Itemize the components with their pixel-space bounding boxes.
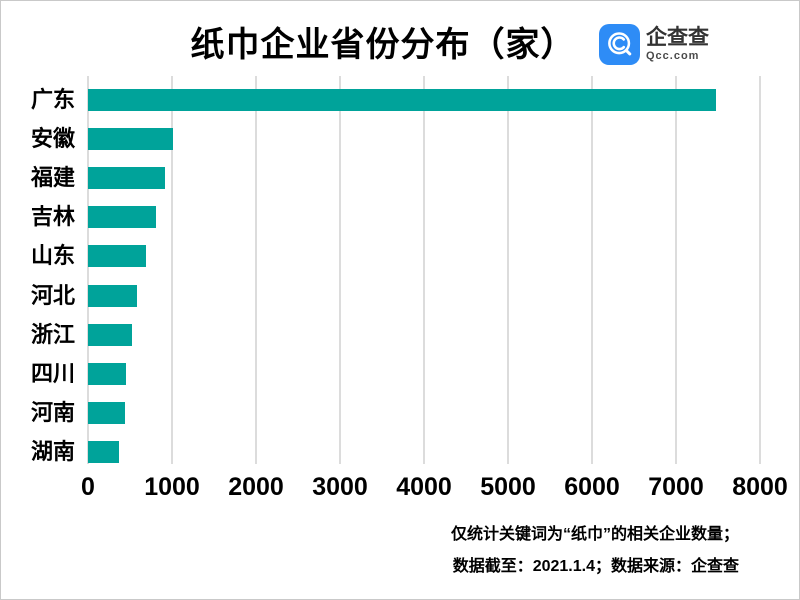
category-label-福建: 福建 bbox=[31, 165, 76, 191]
x-axis-tick-5000: 5000 bbox=[480, 473, 536, 501]
gridline-8000 bbox=[759, 76, 761, 464]
qcc-logo-text: 企查查 Qcc.com bbox=[646, 27, 709, 62]
category-label-湖南: 湖南 bbox=[31, 438, 76, 464]
category-label-四川: 四川 bbox=[31, 360, 76, 386]
bar-广东 bbox=[88, 89, 716, 111]
footnote-line-2: 数据截至：2021.1.4；数据来源：企查查 bbox=[452, 558, 739, 575]
gridline-1000 bbox=[171, 76, 173, 464]
chart-title: 纸巾企业省份分布（家） bbox=[190, 26, 576, 64]
category-label-安徽: 安徽 bbox=[31, 126, 76, 152]
qcc-logo: 企查查 Qcc.com bbox=[599, 24, 709, 65]
chart-footnote: 仅统计关键词为“纸巾”的相关企业数量； 数据截至：2021.1.4；数据来源：企… bbox=[451, 519, 739, 583]
x-axis-tick-8000: 8000 bbox=[732, 473, 788, 501]
bar-浙江 bbox=[88, 323, 132, 346]
spiral-magnifier-icon bbox=[607, 31, 631, 55]
category-label-山东: 山东 bbox=[31, 243, 76, 269]
x-axis-tick-0: 0 bbox=[81, 473, 95, 501]
gridline-3000 bbox=[339, 76, 341, 464]
gridline-6000 bbox=[591, 76, 593, 464]
gridline-7000 bbox=[675, 76, 677, 464]
category-label-吉林: 吉林 bbox=[31, 204, 76, 230]
qcc-logo-name: 企查查 bbox=[646, 26, 709, 49]
gridline-0 bbox=[87, 76, 89, 464]
bar-安徽 bbox=[88, 128, 173, 151]
x-axis-tick-3000: 3000 bbox=[312, 473, 368, 501]
x-axis-tick-6000: 6000 bbox=[564, 473, 620, 501]
qcc-logo-icon bbox=[599, 24, 640, 65]
category-label-广东: 广东 bbox=[31, 87, 76, 112]
gridline-4000 bbox=[423, 76, 425, 464]
bar-河南 bbox=[88, 401, 125, 424]
footnote-line-1: 仅统计关键词为“纸巾”的相关企业数量； bbox=[450, 526, 739, 543]
bar-湖南 bbox=[88, 440, 119, 463]
x-axis-tick-2000: 2000 bbox=[228, 473, 284, 501]
x-axis-tick-4000: 4000 bbox=[396, 473, 452, 501]
bar-四川 bbox=[88, 362, 126, 385]
gridline-2000 bbox=[255, 76, 257, 464]
bar-河北 bbox=[88, 284, 137, 307]
bar-吉林 bbox=[88, 206, 156, 229]
category-label-浙江: 浙江 bbox=[31, 321, 76, 347]
x-axis-tick-1000: 1000 bbox=[144, 473, 200, 501]
gridline-5000 bbox=[507, 76, 509, 464]
bar-福建 bbox=[88, 167, 165, 190]
category-label-河北: 河北 bbox=[31, 282, 76, 308]
x-axis-tick-7000: 7000 bbox=[648, 473, 704, 501]
category-label-河南: 河南 bbox=[31, 399, 76, 425]
bar-山东 bbox=[88, 245, 146, 268]
qcc-logo-domain: Qcc.com bbox=[646, 50, 700, 62]
